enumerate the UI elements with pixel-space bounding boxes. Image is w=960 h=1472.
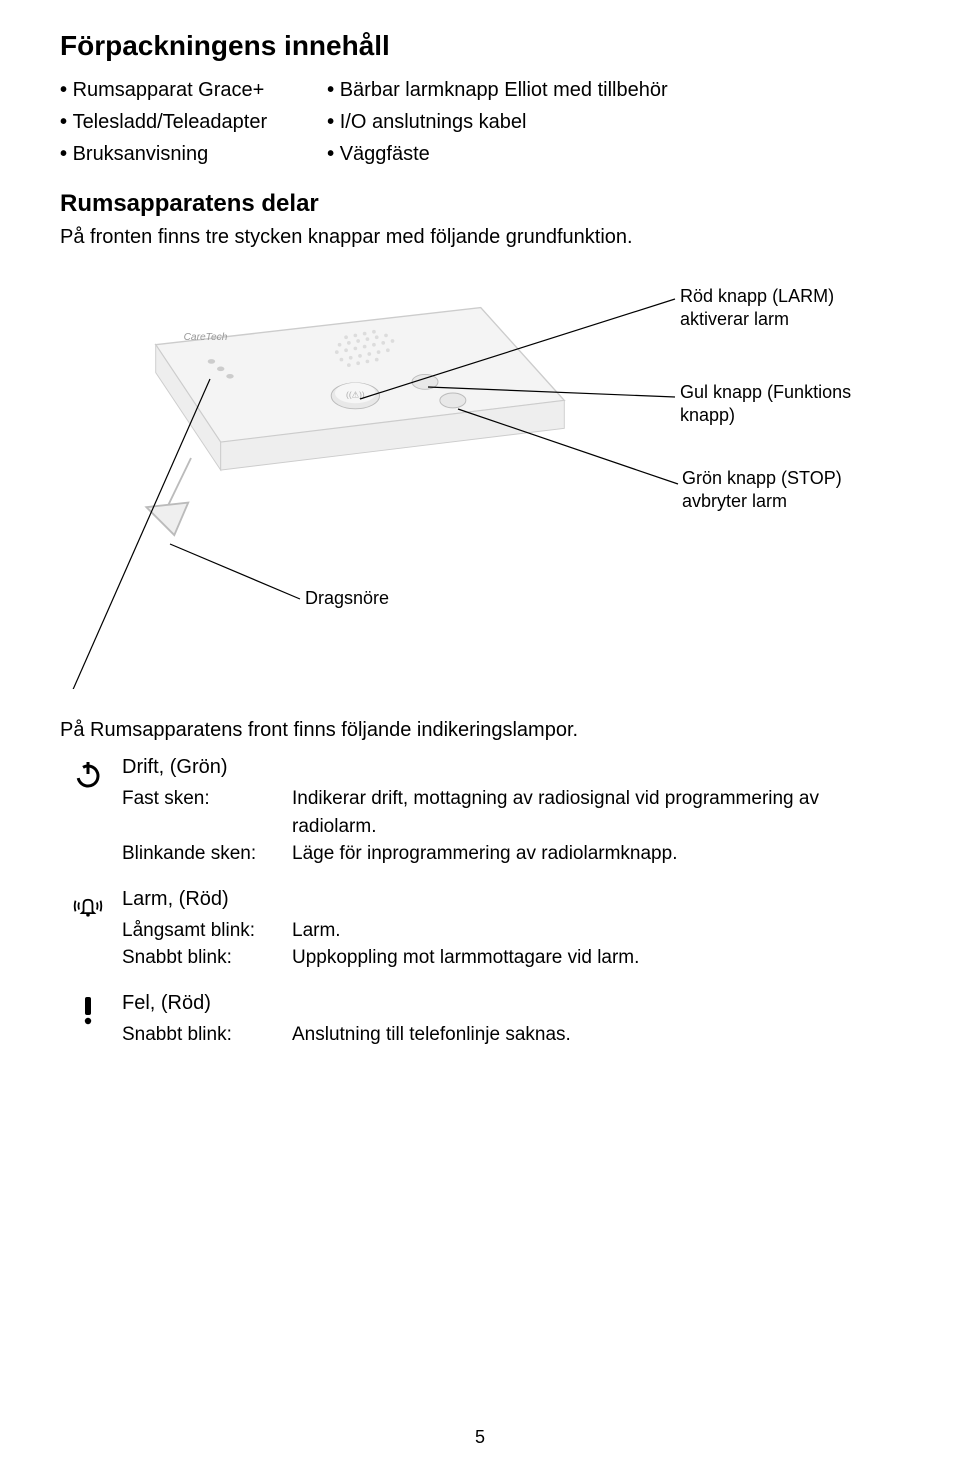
- row-desc: Läge för inprogrammering av radiolarmkna…: [292, 840, 900, 868]
- label-red-button: Röd knapp (LARM) aktiverar larm: [680, 285, 880, 332]
- indicator-row: Snabbt blink: Uppkoppling mot larmmottag…: [122, 944, 900, 972]
- indicator-row: Fast sken: Indikerar drift, mottagning a…: [122, 785, 900, 840]
- page-number: 5: [475, 1427, 485, 1448]
- indicator-drift: Drift, (Grön) Fast sken: Indikerar drift…: [72, 756, 900, 868]
- error-icon: [72, 994, 104, 1026]
- row-desc: Uppkoppling mot larmmottagare vid larm.: [292, 944, 900, 972]
- indicator-row: Blinkande sken: Läge för inprogrammering…: [122, 840, 900, 868]
- front-indicators-text: På Rumsapparatens front finns följande i…: [60, 719, 900, 742]
- list-item: Rumsapparat Grace+: [60, 74, 267, 106]
- row-label: Långsamt blink:: [122, 917, 292, 945]
- contents-col-2: Bärbar larmknapp Elliot med tillbehör I/…: [327, 74, 668, 170]
- label-green-button: Grön knapp (STOP) avbryter larm: [682, 467, 892, 514]
- svg-text:((⚠)): ((⚠)): [346, 390, 365, 400]
- contents-columns: Rumsapparat Grace+ Telesladd/Teleadapter…: [60, 74, 900, 170]
- row-label: Snabbt blink:: [122, 1021, 292, 1049]
- device-figure: CareTech ((⚠)): [60, 269, 900, 689]
- row-label: Fast sken:: [122, 785, 292, 840]
- row-desc: Larm.: [292, 917, 900, 945]
- row-desc: Anslutning till telefonlinje saknas.: [292, 1021, 900, 1049]
- alarm-icon: [72, 890, 104, 922]
- label-yellow-button: Gul knapp (Funktions knapp): [680, 381, 880, 428]
- contents-col-1: Rumsapparat Grace+ Telesladd/Teleadapter…: [60, 74, 267, 170]
- row-label: Snabbt blink:: [122, 944, 292, 972]
- row-label: Blinkande sken:: [122, 840, 292, 868]
- indicator-row: Snabbt blink: Anslutning till telefonlin…: [122, 1021, 900, 1049]
- indicator-name: Drift, (Grön): [122, 756, 900, 779]
- heading-package-contents: Förpackningens innehåll: [60, 30, 900, 62]
- device-illustration: CareTech ((⚠)): [120, 289, 600, 549]
- indicator-name: Fel, (Röd): [122, 992, 900, 1015]
- svg-text:CareTech: CareTech: [184, 332, 228, 343]
- list-item: Väggfäste: [327, 138, 668, 170]
- indicator-name: Larm, (Röd): [122, 888, 900, 911]
- label-cord: Dragsnöre: [305, 587, 389, 610]
- list-item: Bärbar larmknapp Elliot med tillbehör: [327, 74, 668, 106]
- heading-device-parts: Rumsapparatens delar: [60, 190, 900, 218]
- intro-text: På fronten finns tre stycken knappar med…: [60, 226, 900, 249]
- list-item: Telesladd/Teleadapter: [60, 106, 267, 138]
- list-item: I/O anslutnings kabel: [327, 106, 668, 138]
- list-item: Bruksanvisning: [60, 138, 267, 170]
- indicator-row: Långsamt blink: Larm.: [122, 917, 900, 945]
- indicator-larm: Larm, (Röd) Långsamt blink: Larm. Snabbt…: [72, 888, 900, 972]
- power-icon: [72, 758, 104, 790]
- row-desc: Indikerar drift, mottagning av radiosign…: [292, 785, 900, 840]
- indicator-fel: Fel, (Röd) Snabbt blink: Anslutning till…: [72, 992, 900, 1049]
